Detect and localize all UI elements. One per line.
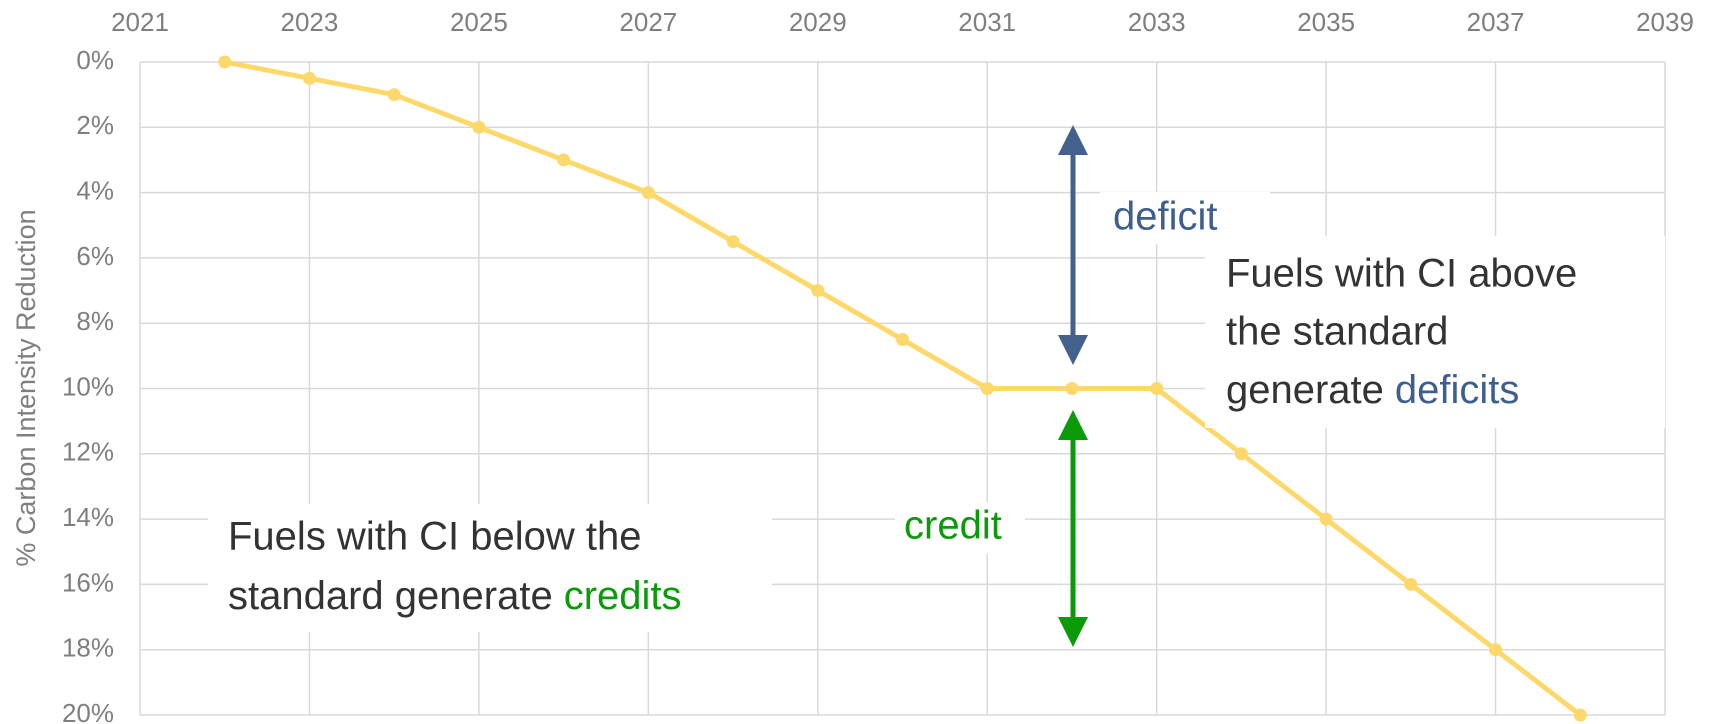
point (811, 284, 825, 298)
point (302, 71, 316, 85)
point (1065, 382, 1079, 395)
x-tick-label: 2031 (958, 7, 1016, 37)
note-line: standard generate credits (228, 574, 682, 618)
x-tick-label: 2035 (1297, 7, 1355, 37)
deficit-label: deficit (1113, 195, 1218, 239)
point (1573, 708, 1587, 722)
point (1234, 447, 1248, 461)
y-tick-label: 10% (62, 371, 114, 401)
credit-label: credit (904, 504, 1002, 548)
y-tick-label: 12% (62, 437, 114, 467)
x-tick-label: 2025 (450, 7, 508, 37)
point (1150, 382, 1164, 395)
point (1404, 577, 1418, 591)
y-tick-label: 0% (76, 45, 114, 75)
y-tick-label: 18% (62, 633, 114, 663)
note-box (1205, 236, 1665, 428)
point (557, 153, 571, 167)
x-tick-label: 2037 (1467, 7, 1525, 37)
note-line: Fuels with CI above (1226, 252, 1577, 296)
y-tick-label: 6% (76, 241, 114, 271)
note-line: the standard (1226, 310, 1448, 354)
x-tick-label: 2033 (1128, 7, 1186, 37)
point (726, 235, 740, 249)
point (472, 120, 486, 134)
note-line: Fuels with CI below the (228, 515, 642, 559)
note-text: generate (1226, 368, 1384, 412)
point (896, 333, 909, 347)
x-tick-label: 2029 (789, 7, 847, 37)
y-axis-label: % Carbon Intensity Reduction (11, 209, 41, 566)
x-tick-label: 2027 (619, 7, 677, 37)
label-box (1100, 192, 1270, 244)
note-line: generate deficits (1226, 368, 1519, 412)
note-highlight: credits (564, 574, 682, 618)
note-box (208, 504, 772, 632)
point (980, 382, 994, 395)
note-highlight: deficits (1395, 368, 1520, 412)
point (218, 55, 232, 69)
label-box (895, 502, 1025, 554)
point (387, 88, 401, 102)
y-tick-label: 16% (62, 567, 114, 597)
note-text: standard generate (228, 574, 553, 618)
point (1319, 512, 1333, 526)
y-tick-label: 20% (62, 698, 114, 724)
y-tick-label: 14% (62, 502, 114, 532)
x-tick-label: 2039 (1636, 7, 1694, 37)
x-tick-label: 2021 (111, 7, 169, 37)
point (1489, 643, 1503, 657)
y-tick-label: 8% (76, 306, 114, 336)
x-tick-label: 2023 (281, 7, 339, 37)
point (641, 186, 655, 200)
y-tick-label: 4% (76, 175, 114, 205)
y-tick-label: 2% (76, 110, 114, 140)
